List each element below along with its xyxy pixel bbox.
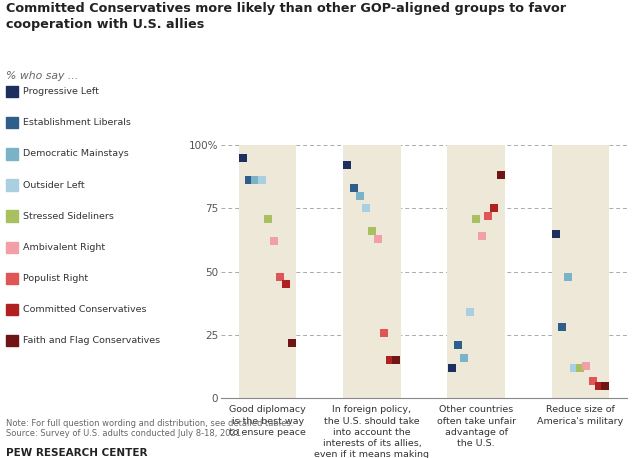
Point: [348, 185, 358, 192]
Text: Populist Right: Populist Right: [23, 274, 88, 283]
Point: [581, 362, 591, 369]
Point: [385, 357, 396, 364]
Point: [483, 213, 493, 220]
Point: [244, 177, 255, 184]
Point: [373, 235, 383, 242]
Point: [367, 228, 377, 235]
Point: [465, 309, 475, 316]
Point: [563, 273, 573, 280]
Point: [477, 233, 487, 240]
Text: Establishment Liberals: Establishment Liberals: [23, 118, 131, 127]
Text: Progressive Left: Progressive Left: [23, 87, 99, 96]
Bar: [239, 145, 296, 398]
Text: Faith and Flag Conservatives: Faith and Flag Conservatives: [23, 336, 160, 345]
Point: [569, 365, 579, 372]
Point: [391, 357, 401, 364]
Point: [238, 154, 248, 161]
Point: [250, 177, 260, 184]
Point: [588, 377, 598, 384]
Point: [355, 192, 365, 199]
Point: [269, 238, 279, 245]
Point: [361, 205, 371, 212]
Text: Ambivalent Right: Ambivalent Right: [23, 243, 105, 252]
Text: Committed Conservatives: Committed Conservatives: [23, 305, 147, 314]
Point: [459, 354, 469, 361]
Bar: [343, 145, 401, 398]
Point: [257, 177, 267, 184]
Point: [495, 172, 506, 179]
Point: [379, 329, 389, 336]
Point: [471, 215, 481, 222]
Bar: [552, 145, 609, 398]
Text: Note: For full question wording and distribution, see detailed tables.
Source: S: Note: For full question wording and dist…: [6, 419, 294, 438]
Point: [550, 230, 561, 237]
Point: [557, 324, 567, 331]
Point: [342, 162, 353, 169]
Text: Stressed Sideliners: Stressed Sideliners: [23, 212, 114, 221]
Point: [281, 281, 291, 288]
Point: [490, 205, 500, 212]
Point: [275, 273, 285, 280]
Text: Committed Conservatives more likely than other GOP-aligned groups to favor
coope: Committed Conservatives more likely than…: [6, 2, 566, 31]
Point: [600, 382, 610, 389]
Text: PEW RESEARCH CENTER: PEW RESEARCH CENTER: [6, 448, 148, 458]
Point: [575, 365, 586, 372]
Bar: [447, 145, 505, 398]
Point: [287, 339, 298, 346]
Text: Democratic Mainstays: Democratic Mainstays: [23, 149, 129, 158]
Text: % who say ...: % who say ...: [6, 71, 79, 81]
Point: [593, 382, 604, 389]
Point: [262, 215, 273, 222]
Text: Outsider Left: Outsider Left: [23, 180, 84, 190]
Point: [447, 365, 457, 372]
Point: [452, 342, 463, 349]
